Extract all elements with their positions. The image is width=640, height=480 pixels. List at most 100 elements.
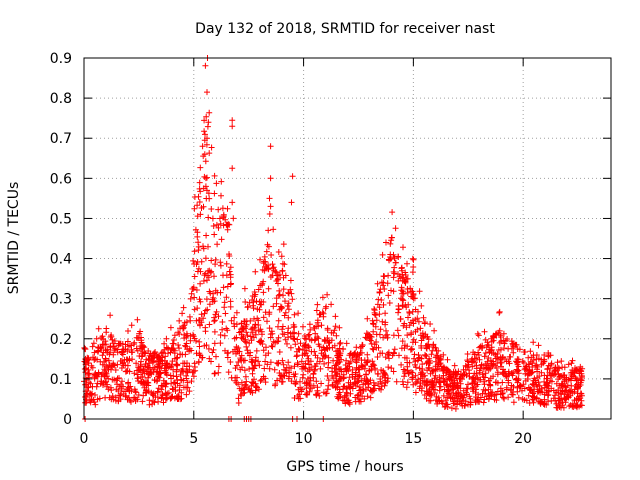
data-point	[414, 315, 421, 322]
data-point	[110, 340, 117, 347]
y-tick-label: 0.6	[50, 171, 72, 187]
data-point	[249, 370, 256, 377]
data-point	[120, 391, 127, 397]
data-point	[128, 387, 135, 394]
data-point	[173, 373, 180, 380]
data-point	[379, 318, 386, 325]
data-point	[399, 296, 406, 303]
data-point	[360, 363, 367, 370]
data-point	[460, 387, 467, 394]
data-point	[361, 395, 368, 402]
data-point	[376, 311, 383, 318]
data-point	[246, 340, 253, 347]
data-point	[85, 371, 92, 378]
data-point	[211, 370, 218, 377]
data-point	[208, 268, 215, 275]
data-point	[394, 327, 401, 334]
data-point	[263, 248, 270, 255]
data-point	[493, 330, 500, 337]
data-point	[449, 394, 455, 401]
data-point	[139, 398, 146, 405]
data-point	[346, 384, 353, 390]
data-point	[454, 397, 461, 404]
data-point	[413, 364, 419, 371]
data-point	[353, 359, 360, 366]
data-point	[237, 391, 244, 398]
data-point	[454, 370, 461, 377]
data-point	[81, 366, 88, 372]
data-point	[310, 374, 317, 381]
data-point	[556, 365, 563, 372]
data-point	[181, 331, 188, 338]
data-point	[472, 394, 479, 400]
data-point	[343, 386, 350, 392]
data-point	[352, 383, 359, 389]
data-point	[92, 392, 98, 398]
data-point	[95, 348, 101, 355]
data-point	[404, 363, 411, 370]
data-point	[145, 374, 151, 381]
data-point	[110, 396, 117, 403]
data-point	[486, 382, 493, 388]
data-point	[430, 367, 437, 374]
data-point	[482, 350, 489, 356]
data-point	[249, 365, 256, 371]
data-point	[559, 388, 566, 395]
data-point	[242, 373, 249, 380]
data-point	[493, 379, 499, 386]
data-point	[418, 369, 425, 376]
data-point	[140, 366, 147, 373]
data-point	[422, 351, 428, 358]
data-point	[409, 374, 416, 381]
data-point	[109, 376, 116, 383]
data-point	[169, 340, 176, 347]
data-point	[212, 256, 219, 263]
data-point	[412, 389, 419, 396]
data-point	[321, 360, 328, 367]
data-point	[155, 361, 162, 368]
data-point	[198, 311, 205, 318]
data-point	[148, 369, 155, 376]
data-point	[90, 340, 97, 347]
data-point	[91, 357, 98, 363]
data-point	[206, 321, 213, 328]
data-point	[310, 382, 317, 389]
data-point	[321, 336, 328, 343]
data-point	[367, 387, 374, 394]
data-point	[138, 373, 144, 380]
data-point	[183, 372, 190, 379]
data-point	[434, 361, 441, 368]
data-point	[217, 262, 224, 269]
data-point	[197, 164, 204, 171]
data-point	[364, 393, 371, 400]
data-point	[578, 368, 585, 374]
data-point	[296, 346, 303, 353]
data-point	[195, 193, 202, 200]
data-point	[105, 357, 112, 364]
data-point	[405, 370, 412, 377]
data-point	[331, 365, 338, 372]
data-point	[399, 338, 406, 345]
data-point	[381, 286, 388, 292]
data-point	[107, 343, 114, 350]
data-point	[352, 379, 359, 386]
data-point	[503, 386, 510, 393]
data-point	[359, 343, 365, 350]
data-point	[221, 304, 228, 311]
data-point	[374, 370, 381, 377]
data-point	[367, 377, 374, 384]
data-point	[336, 324, 343, 331]
data-point	[219, 326, 226, 333]
data-point	[403, 384, 410, 391]
data-point	[228, 280, 234, 287]
data-point	[499, 354, 506, 361]
data-point	[388, 234, 395, 241]
data-point	[401, 342, 408, 349]
data-point	[132, 389, 139, 396]
data-point	[373, 339, 380, 345]
data-point	[262, 379, 269, 386]
data-point	[191, 205, 198, 212]
data-point	[354, 392, 361, 399]
data-point	[562, 384, 569, 391]
data-point	[569, 357, 576, 364]
